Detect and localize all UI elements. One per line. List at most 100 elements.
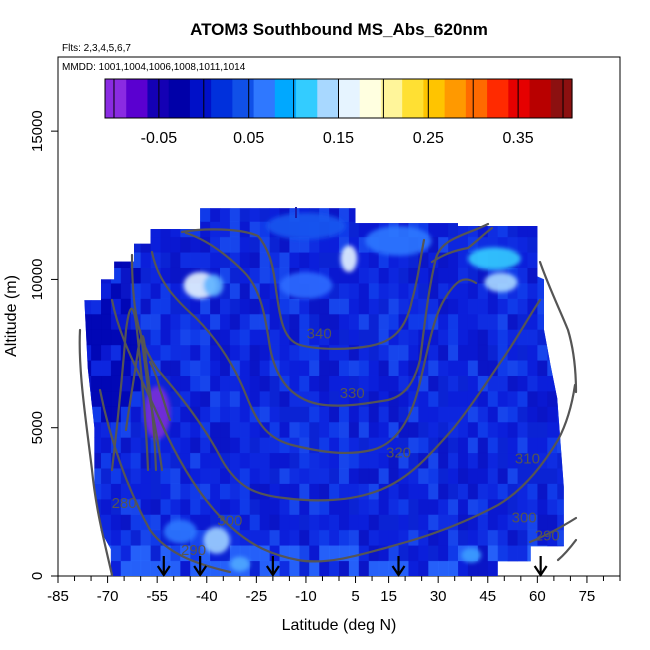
heatmap-cell (408, 545, 419, 562)
heatmap-cell (150, 344, 161, 361)
contour-330 (184, 222, 490, 407)
heatmap-cell (210, 498, 221, 515)
heatmap-cell (348, 560, 360, 577)
heatmap-cell (458, 221, 469, 238)
heatmap-cell (240, 191, 250, 207)
heatmap-cell (289, 406, 300, 423)
heatmap-feature (163, 519, 197, 544)
heatmap-cell (517, 236, 528, 253)
heatmap-cell (160, 344, 171, 361)
heatmap-cell (398, 267, 409, 284)
heatmap-cell (497, 298, 509, 315)
heatmap-cell (140, 298, 151, 315)
heatmap-cell (190, 252, 201, 268)
heatmap-cell (210, 437, 221, 454)
heatmap-cell (91, 344, 102, 361)
heatmap-cell (438, 360, 449, 376)
heatmap-cell (91, 437, 102, 454)
heatmap-cell (269, 208, 280, 222)
heatmap-cell (507, 390, 518, 407)
heatmap-cell (378, 252, 390, 268)
heatmap-cell (388, 375, 399, 392)
heatmap-cell (101, 360, 112, 376)
heatmap-cell (84, 283, 92, 299)
heatmap-cell (200, 360, 211, 376)
heatmap-cell (527, 191, 537, 207)
heatmap-cell (130, 468, 142, 484)
heatmap-cell (329, 252, 340, 268)
heatmap-cell (329, 390, 340, 407)
heatmap-cell (170, 437, 181, 454)
heatmap-cell (289, 545, 300, 562)
heatmap-cell (269, 529, 280, 546)
heatmap-cell (120, 437, 132, 454)
heatmap-cell (517, 329, 528, 346)
heatmap-cell (120, 360, 132, 376)
y-tick-label: 15000 (29, 110, 46, 152)
heatmap-cell (91, 529, 102, 546)
heatmap-cell (249, 313, 261, 330)
colorbar-tick-label: 0.35 (503, 130, 534, 147)
heatmap-cell (299, 468, 310, 484)
heatmap-cell (547, 267, 558, 284)
colorbar-tick-label: 0.25 (413, 130, 444, 147)
heatmap-cell (547, 483, 558, 500)
heatmap-feature (461, 547, 482, 563)
heatmap-cell (408, 498, 419, 515)
x-tick-label: 30 (430, 588, 447, 605)
heatmap-cell (458, 283, 469, 299)
heatmap-cell (329, 236, 340, 253)
heatmap-cell (557, 360, 564, 376)
heatmap-cell (249, 452, 261, 469)
heatmap-cell (537, 191, 547, 207)
heatmap-cell (448, 390, 459, 407)
heatmap-cell (279, 344, 290, 361)
heatmap-cell (348, 483, 360, 500)
heatmap-cell (91, 329, 102, 346)
heatmap-cell (329, 514, 340, 531)
heatmap-cell (130, 452, 142, 469)
heatmap-cell (378, 344, 390, 361)
heatmap-cell (101, 390, 112, 407)
heatmap-cell (269, 560, 280, 577)
x-tick-label: -70 (97, 588, 119, 605)
heatmap-cell (339, 529, 350, 546)
heatmap-cell (358, 208, 370, 222)
heatmap-cell (567, 283, 577, 299)
x-tick-label: -40 (196, 588, 218, 605)
heatmap-cell (180, 421, 191, 438)
heatmap-cell (487, 208, 499, 222)
heatmap-cell (438, 191, 448, 207)
heatmap-cell (239, 236, 251, 253)
heatmap-cell (170, 313, 181, 330)
heatmap-cell (120, 529, 132, 546)
heatmap-cell (368, 514, 380, 531)
heatmap-cell (438, 298, 449, 315)
heatmap-cell (557, 236, 564, 253)
heatmap-cell (537, 221, 548, 238)
heatmap-cell (239, 375, 251, 392)
heatmap-cell (269, 390, 280, 407)
heatmap-cell (389, 191, 399, 207)
heatmap-cell (260, 191, 270, 207)
heatmap-cell (120, 267, 132, 284)
heatmap-cell (229, 329, 241, 346)
heatmap-cell (299, 560, 310, 577)
heatmap-cell (537, 375, 548, 392)
heatmap-cell (458, 344, 469, 361)
heatmap-cell (299, 329, 310, 346)
heatmap-cell (150, 221, 161, 238)
heatmap-cell (517, 545, 528, 562)
heatmap-cell (567, 468, 577, 484)
heatmap-cell (130, 252, 142, 268)
heatmap-cell (150, 208, 161, 222)
colorbar-swatch-15 (423, 79, 446, 118)
heatmap-cell (527, 529, 538, 546)
heatmap-cell (140, 560, 151, 577)
heatmap-cell (517, 221, 528, 238)
heatmap-cell (170, 406, 181, 423)
heatmap-cell (527, 252, 538, 268)
heatmap-cell (140, 208, 151, 222)
heatmap-cell (378, 267, 390, 284)
heatmap-cell (497, 329, 509, 346)
